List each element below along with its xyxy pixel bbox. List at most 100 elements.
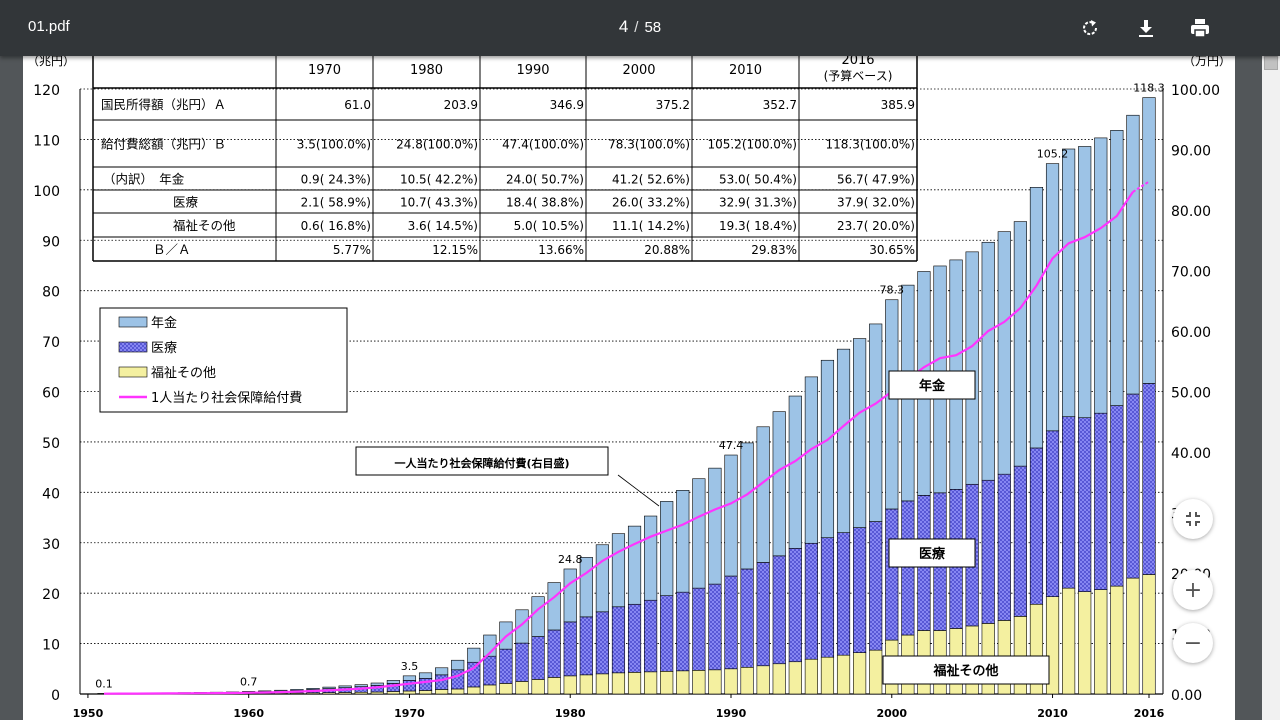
table-cell: 385.9: [881, 98, 915, 112]
rotate-button[interactable]: [1076, 14, 1104, 42]
legend-label: 年金: [151, 315, 177, 331]
bar-medical: [1110, 405, 1124, 587]
y2-tick-label: 90.00: [1171, 144, 1211, 160]
bar-medical: [1029, 447, 1044, 605]
table-cell: 346.9: [550, 98, 584, 112]
callout-text: 一人当たり社会保障給付費(右目盛): [394, 456, 569, 470]
bar-welfare: [627, 672, 642, 695]
table-cell: 10.5( 42.2%): [400, 173, 478, 187]
y-axis-unit: （兆円）: [27, 56, 75, 68]
bar-welfare: [483, 684, 497, 695]
x-tick-label: 2000: [876, 707, 907, 720]
bar-pension: [853, 338, 867, 528]
bar-medical: [981, 479, 995, 624]
current-page-input[interactable]: 4: [618, 17, 629, 36]
table-cell: 30.65%: [869, 243, 915, 257]
download-button[interactable]: [1132, 14, 1160, 42]
bar-medical: [1142, 383, 1156, 575]
table-cell: 47.4(100.0%): [502, 138, 584, 152]
bar-value-label: 24.8: [558, 553, 583, 566]
fit-page-button[interactable]: [1173, 499, 1213, 539]
per-capita-line-2016: [1132, 180, 1150, 193]
zoom-out-button[interactable]: −: [1173, 623, 1213, 663]
table-col-header: 1980: [410, 63, 443, 78]
table-cell: 375.2: [656, 98, 690, 112]
table-cell: 61.0: [344, 98, 371, 112]
bar-pension: [435, 667, 449, 676]
x-tick-label: 1990: [716, 707, 747, 720]
table-cell: 5.0( 10.5%): [514, 219, 584, 233]
bar-pension: [692, 478, 706, 589]
category-label-box: [888, 538, 976, 568]
table-cell: 24.8(100.0%): [396, 138, 478, 152]
table-cell: 10.7( 43.3%): [400, 196, 478, 210]
table-cell: 203.9: [444, 98, 478, 112]
bar-medical: [788, 547, 802, 663]
pdf-toolbar: 01.pdf 4 / 58: [0, 0, 1280, 56]
y-tick-label: 80: [42, 285, 60, 301]
bar-pension: [772, 411, 786, 557]
pdf-viewport[interactable]: 0 10 20 30 40 50 60 70 80 90 100 110 120 （兆円） （万円） 0.00…: [0, 56, 1280, 720]
y2-axis-unit: （万円）: [1183, 56, 1231, 68]
bar-pension: [1078, 146, 1092, 419]
bar-pension: [579, 557, 593, 618]
bar-pension: [595, 544, 609, 613]
table-cell: 32.9( 31.3%): [719, 196, 797, 210]
bar-pension: [1094, 137, 1108, 414]
bar-medical: [644, 599, 658, 673]
print-button[interactable]: [1186, 14, 1214, 42]
bar-pension: [740, 442, 754, 570]
table-row-label: 医療: [173, 195, 199, 210]
bar-medical: [1126, 393, 1140, 579]
y-tick-label: 30: [42, 537, 60, 553]
category-label-box: [882, 655, 1050, 685]
table-cell: 2.1( 58.9%): [301, 196, 371, 210]
bar-medical: [1045, 430, 1060, 597]
legend-label: 医療: [151, 341, 177, 356]
bar-value-label: 0.7: [240, 675, 258, 688]
vertical-scrollbar[interactable]: [1262, 56, 1280, 720]
table-cell: 5.77%: [333, 243, 371, 257]
bar-pension: [1013, 221, 1027, 467]
table-row-label: 給付費総額（兆円）Ｂ: [101, 137, 226, 152]
bar-pension: [386, 680, 400, 684]
bar-pension: [1029, 187, 1044, 449]
x-tick-label: 1950: [73, 707, 104, 720]
y-tick-label: 110: [33, 133, 60, 149]
bar-value-label: 3.5: [401, 660, 419, 673]
bar-value-label: 47.4: [719, 439, 744, 452]
table-cell: 19.3( 18.4%): [719, 219, 797, 233]
social-security-chart: 0 10 20 30 40 50 60 70 80 90 100 110 120 （兆円） （万円） 0.00…: [27, 56, 1231, 720]
zoom-in-button[interactable]: +: [1173, 570, 1213, 610]
bar-pension: [418, 672, 433, 679]
scrollbar-thumb[interactable]: [1264, 56, 1278, 70]
bar-welfare: [595, 673, 609, 695]
table-cell: 105.2(100.0%): [708, 138, 797, 152]
bar-welfare: [370, 691, 384, 695]
table-cell: 0.6( 16.8%): [301, 219, 371, 233]
bar-medical: [579, 616, 593, 676]
y2-tick-label: 70.00: [1171, 265, 1211, 281]
bar-medical: [1094, 412, 1108, 590]
total-pages: 58: [644, 19, 662, 36]
bar-pension: [451, 659, 465, 671]
bar-welfare: [804, 658, 818, 695]
bar-medical: [1078, 417, 1092, 592]
legend-label: 1人当たり社会保障給付費: [151, 390, 302, 406]
bar-pension: [836, 348, 851, 533]
zoom-out-icon: −: [1183, 630, 1203, 656]
y-tick-label: 40: [42, 486, 60, 502]
bar-pension: [660, 501, 674, 596]
x-tick-label: 1960: [233, 707, 264, 720]
table-cell: 3.5(100.0%): [297, 138, 371, 152]
bar-welfare: [418, 690, 433, 695]
bar-pension: [627, 525, 642, 605]
bar-medical: [531, 636, 545, 680]
bar-welfare: [451, 688, 465, 695]
x-tick-label: 1980: [555, 707, 586, 720]
table-col-header: 2000: [622, 63, 655, 78]
callout-leader: [617, 474, 660, 507]
bar-medical: [1013, 465, 1027, 617]
bar-medical: [1062, 416, 1076, 589]
table-row-label: （内訳） 年金: [103, 172, 185, 187]
